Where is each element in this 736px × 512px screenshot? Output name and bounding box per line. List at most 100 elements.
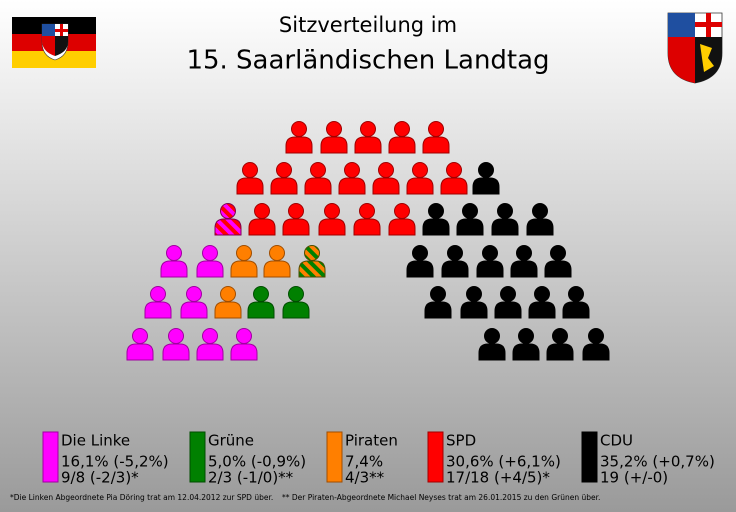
legend-seats: 9/8 (-2/3)* bbox=[61, 469, 139, 487]
seat bbox=[236, 162, 264, 195]
seat-body bbox=[320, 136, 348, 154]
seat bbox=[546, 328, 574, 361]
seat-head bbox=[202, 328, 218, 344]
seat bbox=[582, 328, 610, 361]
footnote: *Die Linken Abgeordnete Pia Döring trat … bbox=[10, 493, 273, 502]
seat-body bbox=[456, 218, 484, 236]
seat bbox=[512, 328, 540, 361]
seat-body bbox=[406, 260, 434, 278]
seat-body bbox=[282, 301, 310, 319]
legend-share: 16,1% (-5,2%) bbox=[61, 453, 169, 471]
seat-body bbox=[318, 218, 346, 236]
seat-body bbox=[248, 218, 276, 236]
seat-head bbox=[220, 203, 236, 219]
seat-head bbox=[430, 286, 446, 302]
seat-body bbox=[388, 136, 416, 154]
seat-head bbox=[378, 162, 394, 178]
seat bbox=[353, 203, 381, 236]
seat-body bbox=[544, 260, 572, 278]
seat-body bbox=[214, 301, 242, 319]
seat bbox=[144, 286, 172, 319]
seat-body bbox=[236, 177, 264, 195]
seat-head bbox=[516, 245, 532, 261]
seat-head bbox=[269, 245, 285, 261]
seat bbox=[441, 245, 469, 278]
seat bbox=[230, 328, 258, 361]
seat-head bbox=[132, 328, 148, 344]
seat-head bbox=[344, 162, 360, 178]
seat bbox=[304, 162, 332, 195]
seat-head bbox=[412, 245, 428, 261]
seat bbox=[544, 245, 572, 278]
seat bbox=[406, 245, 434, 278]
seat bbox=[160, 245, 188, 278]
seat bbox=[126, 328, 154, 361]
legend-share: 30,6% (+6,1%) bbox=[446, 453, 561, 471]
seat-head bbox=[478, 162, 494, 178]
seat-body bbox=[582, 343, 610, 361]
seat bbox=[162, 328, 190, 361]
seat-body bbox=[510, 260, 538, 278]
seat-head bbox=[446, 162, 462, 178]
seat bbox=[196, 328, 224, 361]
legend-swatch bbox=[427, 431, 444, 483]
legend-name: Die Linke bbox=[61, 432, 130, 450]
seat bbox=[440, 162, 468, 195]
seat-body bbox=[441, 260, 469, 278]
seat-head bbox=[394, 121, 410, 137]
seat-body bbox=[528, 301, 556, 319]
seat-body bbox=[126, 343, 154, 361]
seat-head bbox=[428, 121, 444, 137]
seat bbox=[247, 286, 275, 319]
seat-body bbox=[491, 218, 519, 236]
seat-body bbox=[422, 136, 450, 154]
seat-body bbox=[406, 177, 434, 195]
seat bbox=[406, 162, 434, 195]
legend-name: CDU bbox=[600, 432, 633, 450]
seat-head bbox=[288, 286, 304, 302]
seat bbox=[562, 286, 590, 319]
seat-head bbox=[202, 245, 218, 261]
flag bbox=[12, 17, 96, 68]
seat bbox=[456, 203, 484, 236]
seat-body bbox=[144, 301, 172, 319]
seat-body bbox=[282, 218, 310, 236]
legend-seats: 17/18 (+4/5)* bbox=[446, 469, 550, 487]
seat bbox=[478, 328, 506, 361]
seat bbox=[526, 203, 554, 236]
seat bbox=[528, 286, 556, 319]
seat-body bbox=[354, 136, 382, 154]
seat-head bbox=[291, 121, 307, 137]
seat-body bbox=[424, 301, 452, 319]
seat-body bbox=[160, 260, 188, 278]
seat-head bbox=[588, 328, 604, 344]
seat-head bbox=[186, 286, 202, 302]
seat-body bbox=[546, 343, 574, 361]
seat-body bbox=[214, 218, 242, 236]
seat-head bbox=[168, 328, 184, 344]
legend-seats: 2/3 (-1/0)** bbox=[208, 469, 294, 487]
seat bbox=[472, 162, 500, 195]
seat bbox=[196, 245, 224, 278]
legend-name: Piraten bbox=[345, 432, 398, 450]
seat-head bbox=[552, 328, 568, 344]
legend-swatch bbox=[42, 431, 59, 483]
seat-head bbox=[150, 286, 166, 302]
seat-body bbox=[372, 177, 400, 195]
seat-head bbox=[166, 245, 182, 261]
seat-body bbox=[162, 343, 190, 361]
legend-share: 7,4% bbox=[345, 453, 383, 471]
legend-name: SPD bbox=[446, 432, 476, 450]
seat bbox=[338, 162, 366, 195]
seat bbox=[388, 203, 416, 236]
seat-body bbox=[526, 218, 554, 236]
seat bbox=[263, 245, 291, 278]
seat-head bbox=[236, 328, 252, 344]
seat bbox=[214, 286, 242, 319]
seat bbox=[230, 245, 258, 278]
coat-of-arms bbox=[667, 12, 723, 84]
seat-head bbox=[288, 203, 304, 219]
seat bbox=[270, 162, 298, 195]
